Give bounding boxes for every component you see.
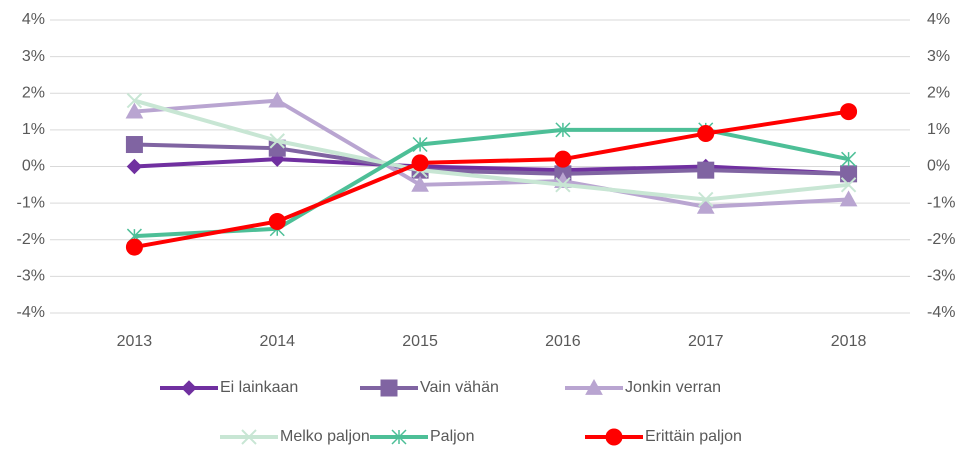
series-line <box>134 142 849 176</box>
y-tick-label: 1% <box>22 121 45 138</box>
y-tick-label: -3% <box>17 268 45 285</box>
marker <box>241 429 257 445</box>
y2-tick-label: -4% <box>927 304 955 321</box>
series-line <box>134 127 849 239</box>
x-tick-label: 2016 <box>545 333 581 350</box>
marker <box>697 125 715 143</box>
series-line <box>134 98 849 209</box>
y-tick-label: 4% <box>22 11 45 28</box>
marker <box>696 197 715 214</box>
marker <box>839 190 858 207</box>
marker <box>605 428 623 446</box>
x-tick-label: 2015 <box>402 333 438 350</box>
x-tick-label: 2014 <box>259 333 295 350</box>
y-tick-label: -4% <box>17 304 45 321</box>
marker <box>125 102 144 119</box>
y2-tick-label: -2% <box>927 231 955 248</box>
marker <box>126 158 143 175</box>
y-tick-label: 2% <box>22 84 45 101</box>
legend-label: Melko paljon <box>280 428 370 445</box>
marker <box>698 191 714 208</box>
marker <box>841 151 857 167</box>
marker <box>269 133 285 149</box>
y2-tick-label: -1% <box>927 194 955 211</box>
legend-label: Ei lainkaan <box>220 379 298 396</box>
marker <box>268 91 287 108</box>
marker <box>125 238 143 256</box>
series-line <box>134 157 849 176</box>
y2-tick-label: 1% <box>927 121 950 138</box>
marker <box>391 429 407 445</box>
marker <box>268 212 286 230</box>
y-tick-label: -1% <box>17 194 45 211</box>
y-tick-label: 3% <box>22 48 45 65</box>
x-tick-label: 2017 <box>688 333 724 350</box>
marker <box>840 103 858 121</box>
series-line <box>134 109 849 250</box>
marker <box>181 380 197 396</box>
x-tick-label: 2013 <box>117 333 153 350</box>
marker <box>585 378 603 395</box>
legend-label: Erittäin paljon <box>645 428 742 445</box>
y2-tick-label: 3% <box>927 48 950 65</box>
marker <box>412 136 428 153</box>
marker <box>411 175 429 192</box>
series-line <box>133 98 849 202</box>
legend-label: Paljon <box>430 428 474 445</box>
marker <box>126 92 143 109</box>
y2-tick-label: 4% <box>927 11 950 28</box>
legend-label: Jonkin verran <box>625 379 721 396</box>
marker <box>380 379 398 397</box>
marker <box>555 122 571 138</box>
marker <box>840 177 857 193</box>
marker <box>411 154 429 172</box>
y2-tick-label: -3% <box>927 268 955 285</box>
y2-tick-label: 0% <box>927 158 950 175</box>
marker <box>555 177 571 193</box>
y-tick-label: 0% <box>22 158 45 175</box>
legend-label: Vain vähän <box>420 379 499 396</box>
marker <box>125 136 143 154</box>
x-tick-label: 2018 <box>831 333 867 350</box>
y-tick-label: -2% <box>17 231 45 248</box>
marker <box>554 150 572 168</box>
marker <box>697 161 715 179</box>
y2-tick-label: 2% <box>927 84 950 101</box>
